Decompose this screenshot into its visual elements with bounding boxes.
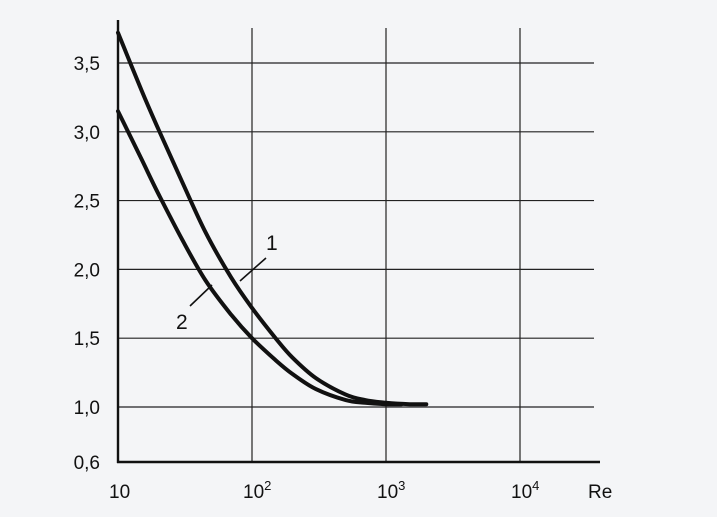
y-tick-label: 1,5 [74, 329, 100, 350]
series-group [116, 30, 429, 407]
x-tick-label: 104 [511, 478, 539, 503]
x-tick-label: 102 [243, 478, 271, 503]
y-tick-label: 3,5 [74, 54, 100, 75]
curve-label-1: 1 [266, 232, 278, 255]
series-line-1 [116, 30, 429, 407]
tick-labels: 0,6 1,0 1,5 2,0 2,5 3,0 3,5 10 102 103 104 [74, 54, 540, 503]
x-axis-label: Re [588, 482, 612, 503]
x-tick-label: 10 [109, 482, 130, 503]
x-tick-label: 103 [377, 478, 405, 503]
y-tick-label: 0,6 [74, 453, 100, 474]
leader-line-1 [239, 257, 267, 282]
series-line-2 [116, 109, 404, 407]
curve-label-2: 2 [176, 311, 188, 334]
axes [116, 20, 600, 464]
curve-labels: 12 [176, 232, 278, 334]
y-tick-label: 2,0 [74, 260, 100, 281]
y-tick-label: 2,5 [74, 192, 100, 213]
y-tick-label: 3,0 [74, 123, 100, 144]
leader-line-2 [189, 284, 213, 307]
y-tick-label: 1,0 [74, 398, 100, 419]
